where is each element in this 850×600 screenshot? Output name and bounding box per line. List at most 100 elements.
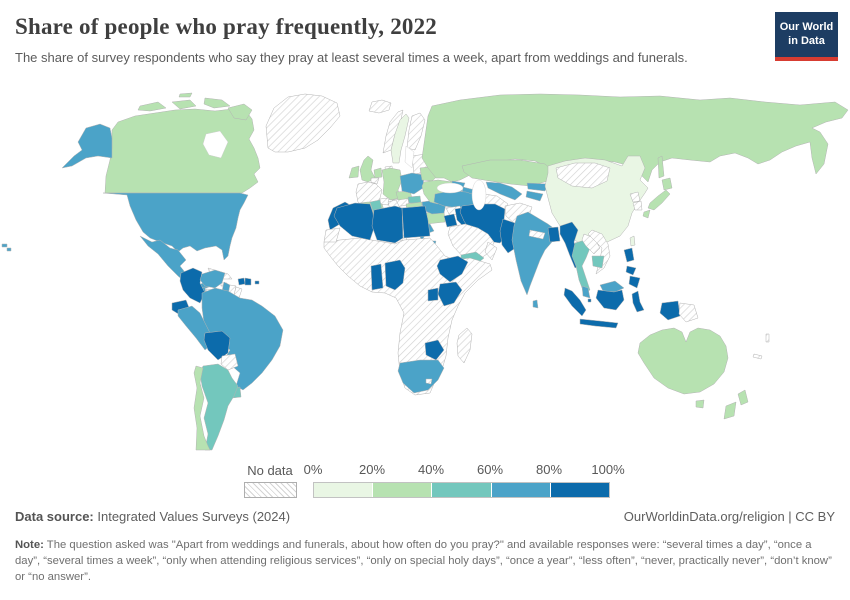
country-indonesia[interactable] — [595, 289, 625, 311]
country-uganda[interactable] — [427, 287, 439, 302]
country-iceland[interactable] — [368, 99, 392, 114]
country-nigeria[interactable] — [384, 259, 406, 291]
country-taiwan[interactable] — [629, 235, 636, 247]
country-cambodia[interactable] — [591, 255, 605, 269]
country-united-states[interactable] — [102, 192, 249, 261]
country-dominican-republic[interactable] — [244, 277, 252, 286]
country-algeria[interactable] — [333, 202, 375, 241]
country-fiji[interactable] — [1, 243, 8, 248]
country-canada[interactable] — [203, 97, 231, 109]
country-japan[interactable] — [661, 177, 673, 191]
country-slovakia[interactable] — [407, 195, 422, 204]
black-sea — [436, 182, 464, 194]
country-canada[interactable] — [178, 92, 193, 98]
legend-tick-0: 0% — [303, 462, 323, 477]
country-paraguay[interactable] — [220, 353, 239, 371]
country-chile[interactable] — [193, 365, 211, 451]
legend-bin-60-80[interactable] — [491, 483, 551, 497]
country-nepal[interactable] — [528, 229, 546, 240]
country-south-africa[interactable] — [397, 359, 445, 394]
legend-tick-100: 100% — [591, 462, 625, 477]
country-kenya[interactable] — [437, 281, 463, 307]
country-uzbekistan[interactable] — [485, 181, 523, 201]
country-ireland[interactable] — [348, 165, 360, 179]
country-singapore[interactable] — [587, 298, 592, 303]
country-greenland[interactable] — [265, 93, 341, 153]
chart-header: Share of people who pray frequently, 202… — [15, 14, 765, 68]
country-vietnam[interactable] — [587, 229, 611, 275]
legend-bin-20-40[interactable] — [373, 483, 433, 497]
country-russia[interactable] — [421, 93, 849, 183]
country-india[interactable] — [511, 211, 557, 296]
legend-tick-40: 40% — [417, 462, 445, 477]
country-new-zealand[interactable] — [723, 401, 737, 420]
country-egypt[interactable] — [401, 205, 431, 239]
data-source-text: Integrated Values Surveys (2024) — [93, 509, 291, 524]
owid-logo-line2: in Data — [788, 34, 825, 47]
country-malaysia[interactable] — [581, 285, 591, 299]
country-new-caledonia[interactable] — [752, 353, 763, 360]
country-fiji[interactable] — [6, 247, 12, 252]
country-poland[interactable] — [399, 172, 425, 195]
owid-link[interactable]: OurWorldinData.org/religion | CC BY — [623, 509, 835, 524]
country-jordan[interactable] — [443, 213, 458, 228]
country-argentina[interactable] — [199, 363, 239, 451]
country-australia[interactable] — [637, 327, 729, 395]
country-sri-lanka[interactable] — [532, 299, 539, 309]
country-vanuatu[interactable] — [765, 333, 770, 343]
country-sweden[interactable] — [390, 113, 410, 164]
country-haiti[interactable] — [237, 277, 246, 286]
country-finland[interactable] — [406, 112, 426, 151]
country-colombia[interactable] — [179, 267, 206, 304]
country-indonesia[interactable] — [631, 290, 645, 313]
country-philippines[interactable] — [628, 275, 641, 289]
country-united-states[interactable] — [61, 123, 113, 169]
legend-bin-40-60[interactable] — [432, 483, 492, 497]
data-source-label: Data source: — [15, 509, 94, 524]
country-canada[interactable] — [227, 103, 253, 121]
chart-footer: Data source: Integrated Values Surveys (… — [15, 509, 835, 585]
country-mongolia[interactable] — [555, 162, 611, 189]
country-papua-new-guinea[interactable] — [678, 302, 699, 323]
country-canada[interactable] — [104, 108, 261, 194]
owid-logo-line1: Our World — [779, 20, 834, 33]
country-canada[interactable] — [171, 99, 197, 110]
country-indonesia[interactable] — [563, 287, 587, 317]
country-puerto-rico[interactable] — [254, 280, 260, 285]
country-western-sahara[interactable] — [323, 227, 341, 243]
owid-logo[interactable]: Our World in Data — [775, 12, 838, 61]
country-australia[interactable] — [695, 399, 705, 409]
country-philippines[interactable] — [625, 265, 637, 276]
country-new-zealand[interactable] — [737, 389, 749, 406]
country-venezuela[interactable] — [199, 269, 226, 289]
country-kyrgyzstan[interactable] — [526, 182, 549, 192]
data-source-line: Data source: Integrated Values Surveys (… — [15, 509, 290, 524]
country-ghana[interactable] — [370, 263, 384, 291]
country-philippines[interactable] — [623, 247, 635, 263]
note-label: Note: — [15, 539, 44, 551]
country-lesotho[interactable] — [425, 378, 433, 385]
country-japan[interactable] — [647, 189, 671, 211]
country-south-korea[interactable] — [632, 200, 643, 211]
country-indonesia[interactable] — [579, 318, 619, 329]
country-canada[interactable] — [137, 101, 167, 112]
country-libya[interactable] — [371, 205, 404, 244]
country-ethiopia[interactable] — [436, 255, 469, 283]
country-belgium[interactable] — [370, 177, 380, 185]
country-tajikistan[interactable] — [525, 190, 544, 202]
country-netherlands[interactable] — [373, 167, 383, 179]
country-bangladesh[interactable] — [547, 226, 561, 243]
country-madagascar[interactable] — [456, 327, 473, 364]
country-indonesia[interactable] — [659, 300, 681, 321]
country-oman[interactable] — [484, 241, 498, 261]
no-data-swatch[interactable] — [244, 482, 297, 498]
legend-bin-0-20[interactable] — [314, 483, 374, 497]
country-united-kingdom[interactable] — [359, 155, 376, 183]
country-malaysia[interactable] — [599, 280, 625, 293]
country-japan[interactable] — [642, 209, 651, 219]
country-zimbabwe[interactable] — [424, 339, 445, 361]
chart-note: Note: The question asked was "Apart from… — [15, 537, 835, 585]
legend-tick-20: 20% — [358, 462, 386, 477]
country-russia[interactable] — [657, 155, 665, 179]
legend-bin-80-100[interactable] — [550, 483, 610, 497]
